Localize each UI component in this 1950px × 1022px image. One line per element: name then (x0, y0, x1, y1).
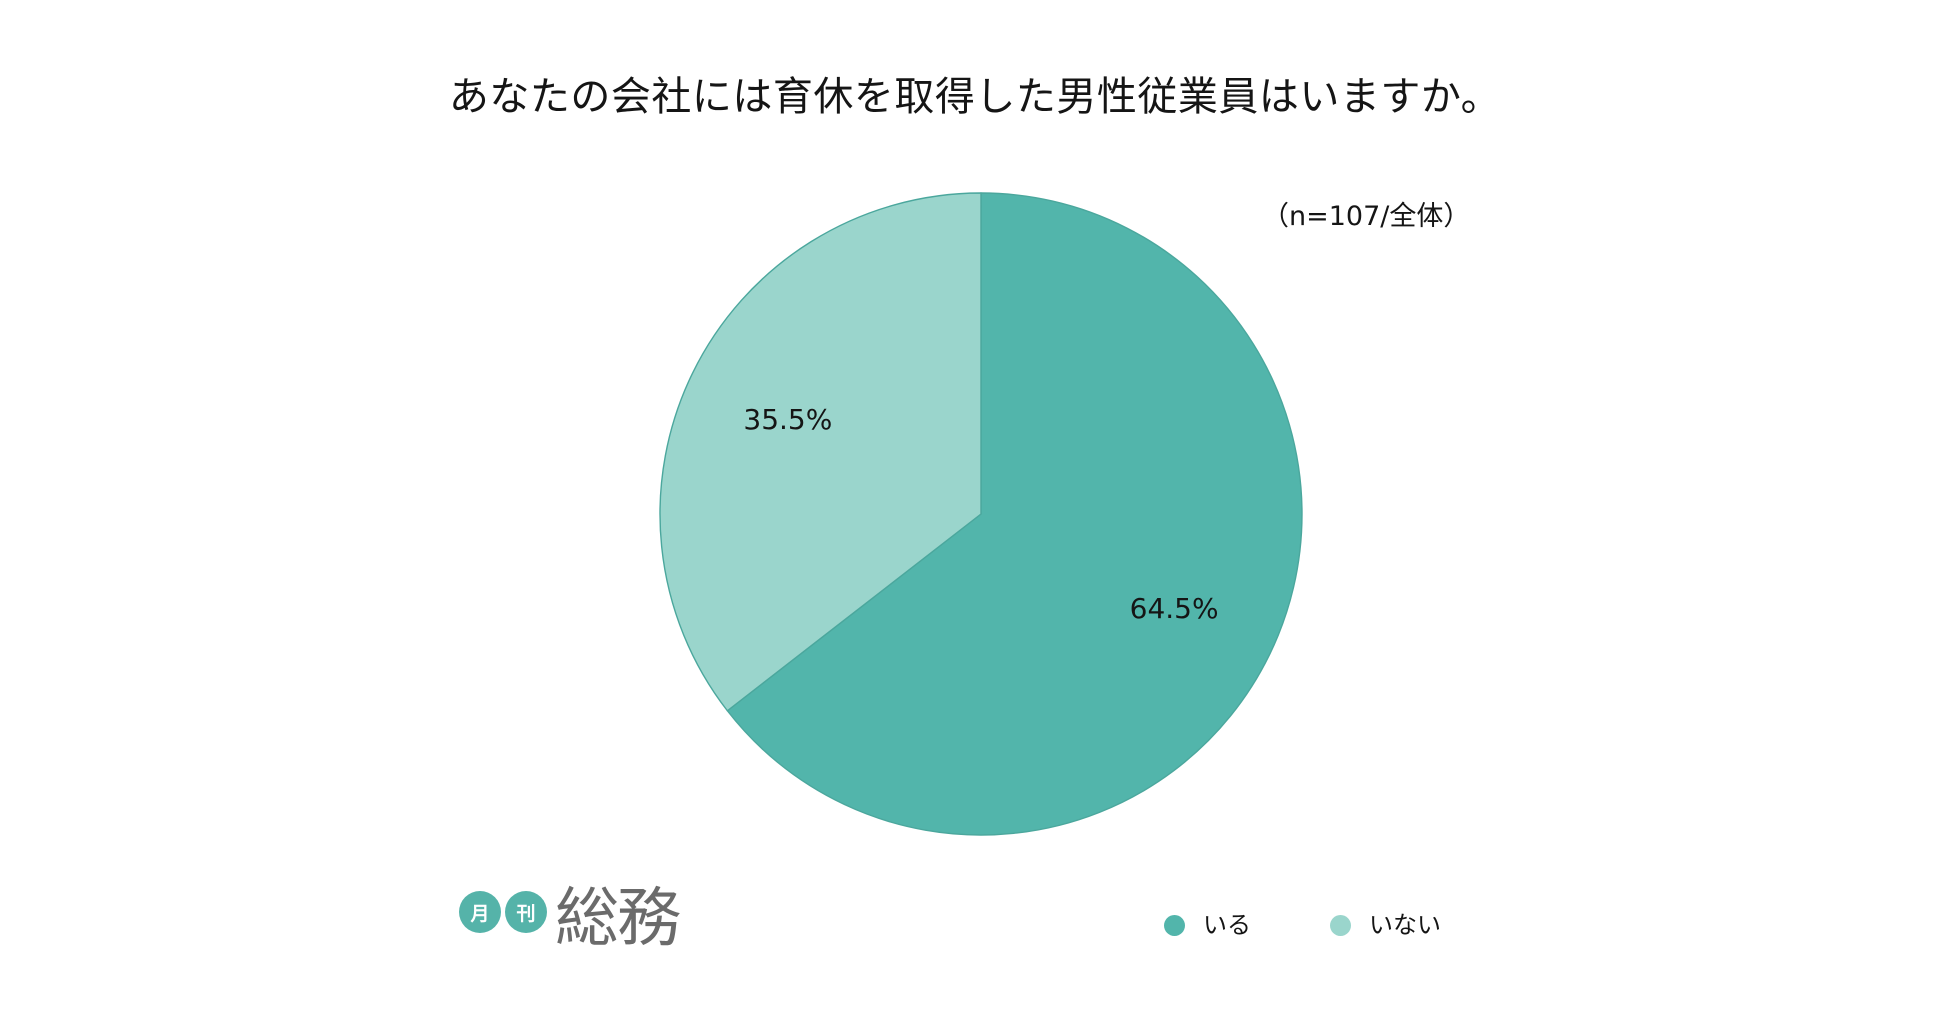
legend-marker-iru (1164, 914, 1185, 936)
gekkan-soumu-logo: 月 刊 総務 (459, 876, 681, 962)
logo-badge-kan: 刊 (505, 891, 547, 933)
legend-label-iru: いる (1203, 911, 1251, 939)
pie-slice-1 (659, 192, 982, 712)
logo-badge-tsuki: 月 (459, 891, 501, 933)
sample-size-note: （n=107/全体） (1262, 201, 1471, 232)
legend-item-iru: いる (1164, 910, 1251, 940)
pie-data-labels: 64.5% 35.5% (743, 403, 1218, 625)
pie-data-label-1: 35.5% (743, 403, 832, 436)
legend-label-inai: いない (1369, 911, 1441, 939)
pie-slices (659, 192, 1303, 836)
legend-marker-inai (1330, 914, 1351, 936)
pie-slice-0 (726, 192, 1303, 836)
logo-wordmark: 総務 (555, 882, 681, 956)
pie-data-label-0: 64.5% (1130, 592, 1219, 625)
chart-title: あなたの会社には育休を取得した男性従業員はいますか。 (448, 74, 1502, 120)
legend-item-inai: いない (1330, 910, 1441, 940)
